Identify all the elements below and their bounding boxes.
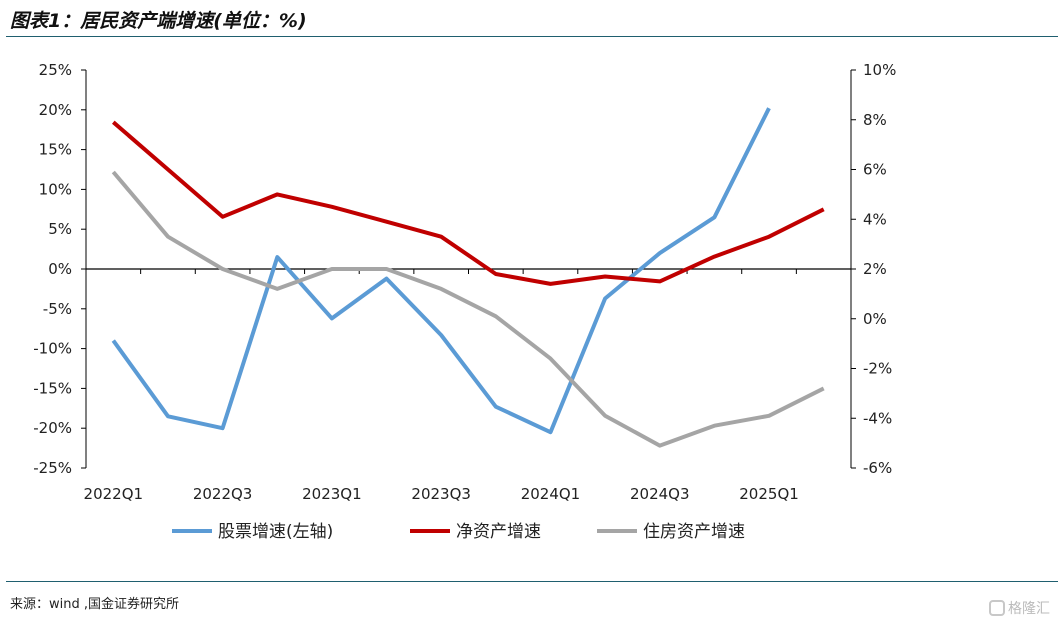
source-note: 来源：wind ,国金证券研究所 [10, 597, 180, 612]
x-axis-tick-label: 2022Q3 [193, 485, 253, 503]
left-axis-tick-label: 5% [48, 220, 72, 238]
watermark-logo-icon [989, 600, 1005, 616]
legend-label-2: 住房资产增速 [643, 522, 745, 542]
x-axis-tick-label: 2025Q1 [739, 485, 799, 503]
legend-label-1: 净资产增速 [456, 522, 541, 542]
watermark-text: 格隆汇 [1008, 601, 1050, 617]
series-line-1 [111, 120, 825, 286]
right-axis-tick-label: -4% [863, 409, 892, 427]
right-axis-tick-label: 6% [863, 161, 887, 179]
right-axis-tick-label: 2% [863, 260, 887, 278]
x-axis-tick-label: 2024Q3 [630, 485, 690, 503]
chart-title: 图表1：居民资产端增速(单位：%) [10, 10, 307, 32]
left-axis-tick-label: 15% [39, 141, 72, 159]
left-axis-tick-label: 20% [39, 101, 72, 119]
source-divider [6, 581, 1058, 582]
left-axis-tick-label: 25% [39, 61, 72, 79]
right-axis-tick-label: 10% [863, 61, 896, 79]
right-axis-tick-label: 0% [863, 310, 887, 328]
series-line-2 [111, 170, 825, 448]
chart: 25% 20% 15% 10% 5% 0% -5% -10% -15% -20% -25% 10% 8%… [33, 61, 896, 542]
x-axis-tick-label: 2023Q1 [302, 485, 362, 503]
right-axis-tick-label: -6% [863, 459, 892, 477]
left-axis-tick-label: -25% [33, 459, 72, 477]
left-axis-tick-label: -10% [33, 340, 72, 358]
series-line-0 [111, 107, 771, 435]
left-axis-tick-label: -5% [43, 300, 72, 318]
legend-label-0: 股票增速(左轴) [218, 522, 333, 542]
x-axis-tick-label: 2022Q1 [84, 485, 144, 503]
left-axis-tick-label: 0% [48, 260, 72, 278]
left-axis-tick-label: -15% [33, 379, 72, 397]
watermark: 格隆汇 [989, 598, 1050, 618]
right-axis-tick-label: 8% [863, 111, 887, 129]
left-axis-tick-label: -20% [33, 419, 72, 437]
right-axis-tick-label: -2% [863, 360, 892, 378]
x-axis-tick-label: 2023Q3 [411, 485, 471, 503]
left-axis-tick-label: 10% [39, 180, 72, 198]
x-axis-tick-label: 2024Q1 [521, 485, 581, 503]
right-axis-tick-label: 4% [863, 210, 887, 228]
title-divider [6, 36, 1058, 37]
